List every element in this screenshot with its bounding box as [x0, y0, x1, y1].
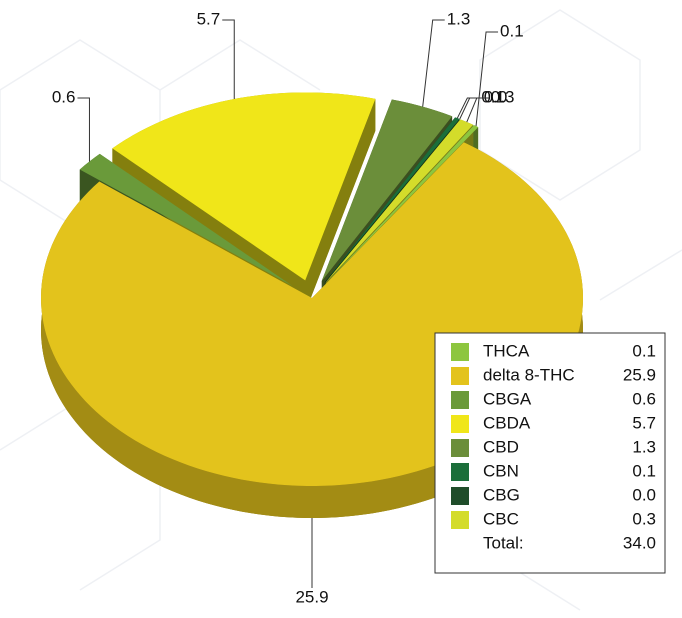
- legend-label: CBC: [483, 509, 519, 528]
- legend-swatch: [451, 367, 469, 385]
- slice-label: 0.1: [481, 87, 505, 106]
- legend-swatch: [451, 439, 469, 457]
- legend-label: CBN: [483, 461, 519, 480]
- slice: [112, 92, 376, 281]
- legend-value: 0.6: [632, 389, 656, 408]
- slice-label: 0.3: [491, 87, 515, 106]
- legend-swatch: [451, 511, 469, 529]
- legend-label: CBDA: [483, 413, 531, 432]
- slice-labels: 0.125.90.65.7 1.30.10.00.3: [52, 9, 524, 606]
- leader-line: [222, 19, 235, 99]
- legend-box: [434, 332, 666, 574]
- slice-label: 0.6: [52, 87, 76, 106]
- slice-label: 0.1: [500, 21, 524, 40]
- leader-line: [475, 31, 499, 127]
- legend-swatch: [451, 343, 469, 361]
- leader-line: [77, 97, 90, 162]
- legend-value: 0.1: [632, 341, 656, 360]
- legend: THCA 0.1 delta 8-THC 25.9 CBGA 0.6 CBDA 5.7 CBD 1…: [434, 332, 666, 574]
- legend-swatch: [451, 391, 469, 409]
- legend-value: 25.9: [623, 365, 656, 384]
- legend-value: 5.7: [632, 413, 656, 432]
- slice: [79, 153, 293, 286]
- legend-value: 0.3: [632, 509, 656, 528]
- legend-swatch: [451, 487, 469, 505]
- leader-line: [466, 97, 489, 123]
- legend-value: 0.0: [632, 485, 656, 504]
- slice: [324, 119, 460, 283]
- legend-total-label: Total:: [483, 533, 524, 552]
- legend-label: CBD: [483, 437, 519, 456]
- slice-label: 0.0: [484, 87, 508, 106]
- legend-value: 0.1: [632, 461, 656, 480]
- legend-total: 34.0: [623, 533, 656, 552]
- slice-label: 5.7: [197, 9, 221, 28]
- leader-line: [422, 19, 445, 107]
- legend-value: 1.3: [632, 437, 656, 456]
- slice-label: 25.9: [295, 587, 328, 606]
- slice: [325, 119, 474, 283]
- legend-swatch: [451, 415, 469, 433]
- legend-label: THCA: [483, 341, 530, 360]
- legend-swatch: [451, 463, 469, 481]
- slice: [324, 117, 460, 283]
- legend-label: CBG: [483, 485, 520, 504]
- legend-label: delta 8-THC: [483, 365, 575, 384]
- slice: [326, 125, 479, 283]
- slice: [321, 99, 453, 282]
- slice-label: 1.3: [447, 9, 471, 28]
- legend-label: CBGA: [483, 389, 532, 408]
